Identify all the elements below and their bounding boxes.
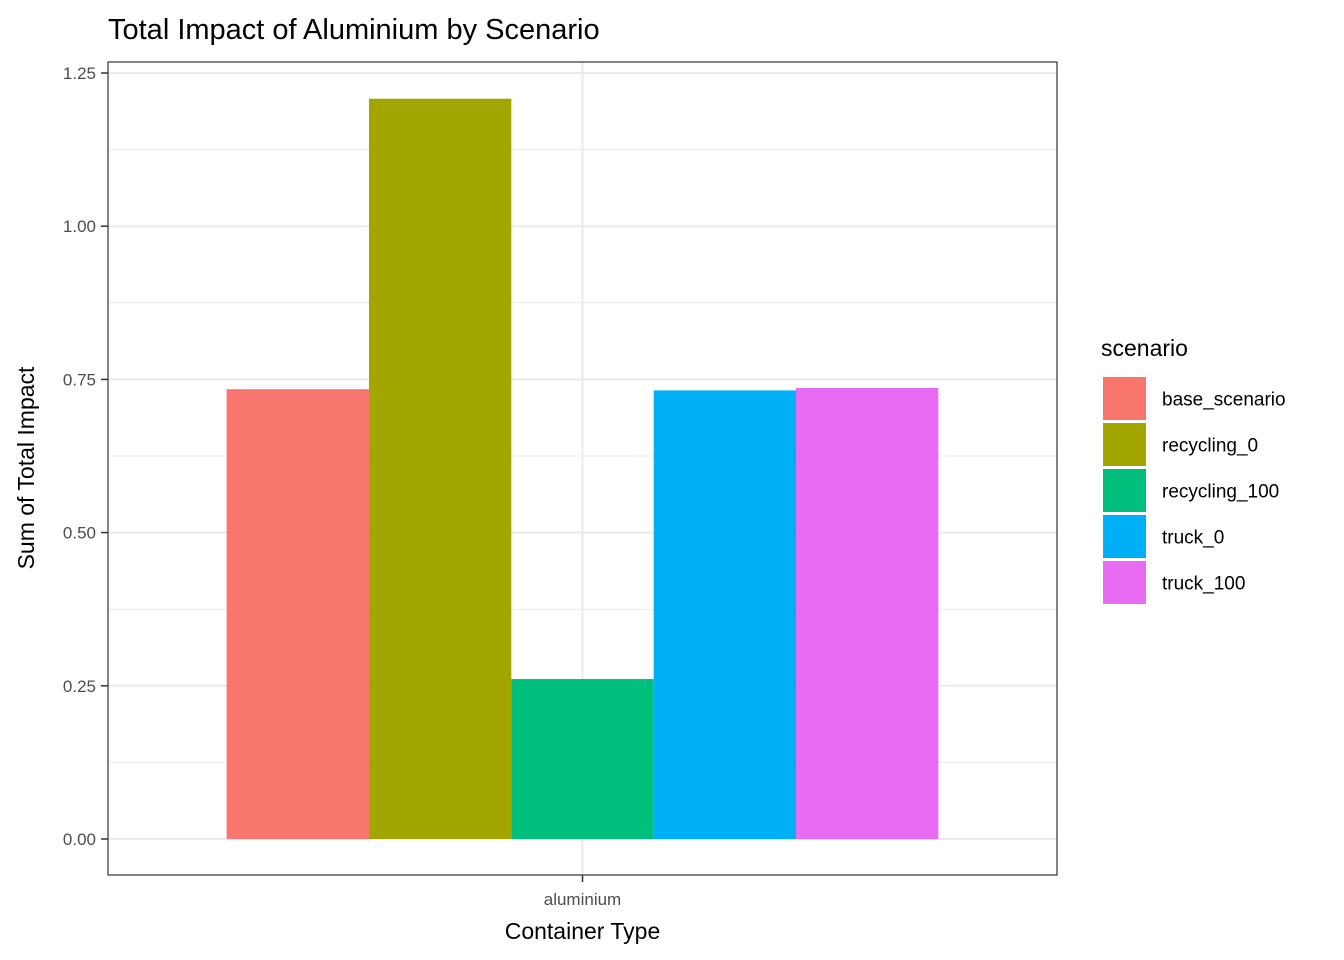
bars xyxy=(226,98,939,839)
legend-label-truck_0: truck_0 xyxy=(1162,528,1224,549)
y-tick-label: 1.00 xyxy=(63,217,96,236)
bar-truck_0 xyxy=(653,390,797,839)
y-tick-label: 1.25 xyxy=(63,64,96,83)
legend-title: scenario xyxy=(1101,335,1188,361)
legend-label-recycling_0: recycling_0 xyxy=(1162,436,1258,457)
legend: scenario base_scenario recycling_0recycli… xyxy=(1101,335,1286,604)
bar-recycling_100 xyxy=(511,679,654,839)
legend-key-recycling_100 xyxy=(1103,469,1146,512)
y-tick-label: 0.75 xyxy=(63,370,96,389)
legend-key-base_scenario xyxy=(1103,377,1146,420)
x-tick-label: aluminium xyxy=(544,890,621,909)
chart-title: Total Impact of Aluminium by Scenario xyxy=(108,14,600,46)
y-axis-title: Sum of Total Impact xyxy=(13,366,39,569)
legend-key-recycling_0 xyxy=(1103,423,1146,466)
x-axis: aluminium xyxy=(544,875,621,909)
legend-label-base_scenario: base_scenario xyxy=(1162,390,1286,411)
legend-key-truck_100 xyxy=(1103,561,1146,604)
y-tick-label: 0.50 xyxy=(63,524,96,543)
legend-label-truck_100: truck_100 xyxy=(1162,574,1245,595)
bar-recycling_0 xyxy=(368,98,512,839)
legend-label-recycling_100: recycling_100 xyxy=(1162,482,1279,503)
x-axis-title: Container Type xyxy=(505,918,661,944)
y-tick-label: 0.00 xyxy=(63,830,96,849)
bar-truck_100 xyxy=(796,387,939,839)
bar-base_scenario xyxy=(226,389,369,839)
legend-key-truck_0 xyxy=(1103,515,1146,558)
y-tick-label: 0.25 xyxy=(63,677,96,696)
y-axis: 0.00 0.25 0.50 0.75 1.00 1.25 xyxy=(63,64,108,849)
